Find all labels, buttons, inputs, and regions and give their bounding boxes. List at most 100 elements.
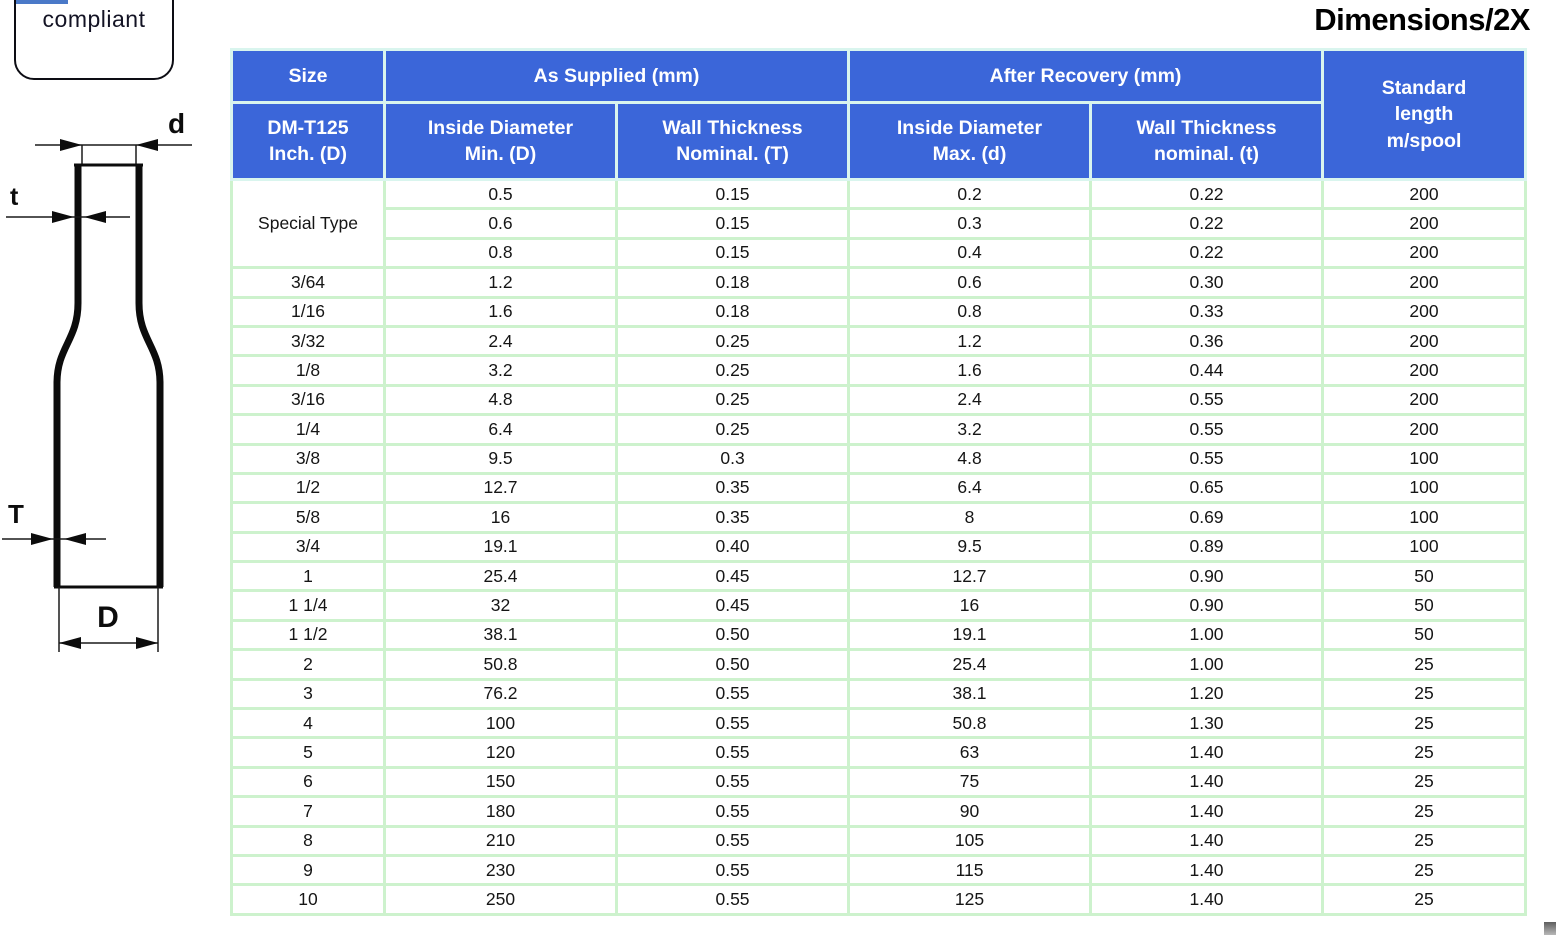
value-cell: 0.90 bbox=[1089, 560, 1325, 593]
value-cell: 1.20 bbox=[1089, 677, 1325, 711]
value-cell: 100 bbox=[383, 707, 618, 740]
value-cell: 0.33 bbox=[1089, 295, 1325, 328]
page-title: Dimensions/2X bbox=[1314, 2, 1530, 37]
tube-flare-right bbox=[135, 302, 164, 384]
value-cell: 19.1 bbox=[847, 618, 1093, 652]
table-row: 2 50.8 0.50 25.4 1.00 25 bbox=[230, 648, 1528, 681]
value-cell: 1.40 bbox=[1089, 765, 1325, 799]
size-cell: 1 1/2 bbox=[230, 618, 386, 652]
table-row: 0.6 0.15 0.3 0.22 200 bbox=[232, 207, 1528, 240]
value-cell: 1.00 bbox=[1089, 618, 1325, 652]
value-cell: 0.4 bbox=[847, 236, 1093, 270]
header-size: Size bbox=[230, 48, 386, 104]
value-cell: 0.50 bbox=[614, 648, 851, 681]
value-cell: 0.25 bbox=[614, 354, 851, 387]
size-cell: 2 bbox=[230, 648, 386, 681]
size-cell: 1/4 bbox=[230, 413, 386, 446]
value-cell: 200 bbox=[1321, 324, 1528, 358]
value-cell: 0.35 bbox=[614, 501, 851, 534]
value-cell: 0.55 bbox=[1089, 383, 1325, 417]
value-cell: 25 bbox=[1321, 883, 1528, 916]
value-cell: 2.4 bbox=[847, 383, 1093, 417]
table-row: 4 100 0.55 50.8 1.30 25 bbox=[230, 707, 1528, 740]
header-size-sub: DM-T125 Inch. (D) bbox=[230, 101, 386, 181]
value-cell: 19.1 bbox=[383, 530, 618, 564]
value-cell: 0.15 bbox=[614, 177, 851, 211]
value-cell: 0.50 bbox=[614, 618, 851, 652]
value-cell: 25 bbox=[1321, 707, 1528, 740]
compliance-badge: compliant bbox=[14, 0, 174, 80]
value-cell: 1.40 bbox=[1089, 736, 1325, 769]
value-cell: 0.18 bbox=[614, 266, 851, 299]
size-cell: 3/4 bbox=[230, 530, 386, 564]
value-cell: 0.55 bbox=[614, 736, 851, 769]
header-wall-thickness-T: Wall Thickness Nominal. (T) bbox=[614, 101, 851, 181]
value-cell: 16 bbox=[847, 589, 1093, 622]
value-cell: 2.4 bbox=[383, 324, 618, 358]
value-cell: 9.5 bbox=[847, 530, 1093, 564]
value-cell: 125 bbox=[847, 883, 1093, 916]
size-cell: 10 bbox=[230, 883, 386, 916]
size-cell: 4 bbox=[230, 707, 386, 740]
scroll-corner-artifact bbox=[1544, 922, 1556, 935]
size-cell: 1 1/4 bbox=[230, 589, 386, 622]
d-arrowhead-right bbox=[136, 139, 158, 151]
value-cell: 50.8 bbox=[383, 648, 618, 681]
size-cell: 3/32 bbox=[230, 324, 386, 358]
value-cell: 200 bbox=[1321, 266, 1528, 299]
size-cell: 1/2 bbox=[230, 471, 386, 505]
value-cell: 50 bbox=[1321, 618, 1528, 652]
table-row: 3/16 4.8 0.25 2.4 0.55 200 bbox=[230, 383, 1528, 417]
value-cell: 4.8 bbox=[847, 442, 1093, 475]
value-cell: 50.8 bbox=[847, 707, 1093, 740]
value-cell: 100 bbox=[1321, 530, 1528, 564]
value-cell: 6.4 bbox=[847, 471, 1093, 505]
size-cell: 5/8 bbox=[230, 501, 386, 534]
value-cell: 1.40 bbox=[1089, 795, 1325, 828]
value-cell: 0.8 bbox=[383, 236, 618, 270]
dimensions-table-container: Size As Supplied (mm) After Recovery (mm… bbox=[230, 48, 1528, 916]
value-cell: 50 bbox=[1321, 560, 1528, 593]
table-row: 1/2 12.7 0.35 6.4 0.65 100 bbox=[230, 471, 1528, 505]
value-cell: 250 bbox=[383, 883, 618, 916]
dimensions-table: Size As Supplied (mm) After Recovery (mm… bbox=[230, 48, 1528, 916]
value-cell: 105 bbox=[847, 824, 1093, 858]
tubing-dimension-diagram: d t T D bbox=[2, 108, 192, 652]
D-arrowhead-left bbox=[59, 637, 81, 649]
value-cell: 3.2 bbox=[383, 354, 618, 387]
value-cell: 200 bbox=[1321, 295, 1528, 328]
value-cell: 9.5 bbox=[383, 442, 618, 475]
value-cell: 1.30 bbox=[1089, 707, 1325, 740]
table-row: 1 1/2 38.1 0.50 19.1 1.00 50 bbox=[230, 618, 1528, 652]
table-row: 9 230 0.55 115 1.40 25 bbox=[230, 853, 1528, 887]
value-cell: 25 bbox=[1321, 648, 1528, 681]
size-cell: 3 bbox=[230, 677, 386, 711]
header-wall-thickness-t: Wall Thickness nominal. (t) bbox=[1089, 101, 1325, 181]
value-cell: 0.15 bbox=[614, 207, 851, 240]
value-cell: 25.4 bbox=[383, 560, 618, 593]
header-as-supplied: As Supplied (mm) bbox=[382, 48, 851, 104]
size-cell: 5 bbox=[230, 736, 386, 769]
value-cell: 0.89 bbox=[1089, 530, 1325, 564]
value-cell: 4.8 bbox=[383, 383, 618, 417]
value-cell: 12.7 bbox=[847, 560, 1093, 593]
value-cell: 150 bbox=[383, 765, 618, 799]
value-cell: 0.65 bbox=[1089, 471, 1325, 505]
table-row: 6 150 0.55 75 1.40 25 bbox=[230, 765, 1528, 799]
diagram-label-d: d bbox=[168, 108, 185, 139]
value-cell: 16 bbox=[383, 501, 618, 534]
value-cell: 25 bbox=[1321, 677, 1528, 711]
value-cell: 0.55 bbox=[614, 707, 851, 740]
value-cell: 0.55 bbox=[614, 765, 851, 799]
size-cell: 1 bbox=[230, 560, 386, 593]
value-cell: 12.7 bbox=[383, 471, 618, 505]
value-cell: 0.55 bbox=[614, 824, 851, 858]
value-cell: 0.25 bbox=[614, 324, 851, 358]
value-cell: 0.40 bbox=[614, 530, 851, 564]
value-cell: 25.4 bbox=[847, 648, 1093, 681]
table-row: Special Type 0.5 0.15 0.2 0.22 200 bbox=[230, 177, 1528, 270]
size-cell: 1/8 bbox=[230, 354, 386, 387]
value-cell: 115 bbox=[847, 853, 1093, 887]
value-cell: 200 bbox=[1321, 236, 1528, 270]
size-cell: Special Type bbox=[230, 177, 386, 270]
